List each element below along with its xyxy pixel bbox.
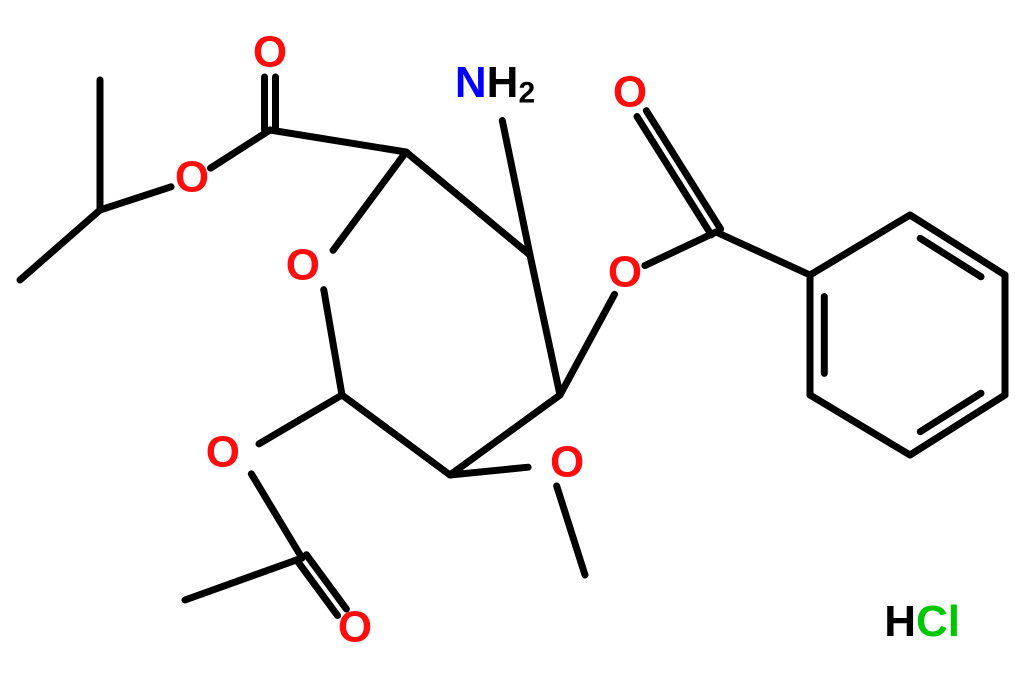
o6_dbl-label: O bbox=[253, 28, 287, 77]
o2-label: O bbox=[206, 428, 240, 477]
o_iso-label: O bbox=[175, 153, 209, 202]
hcl-label: HCl bbox=[884, 597, 960, 646]
o4-label: O bbox=[608, 248, 642, 297]
o_ring-label: O bbox=[286, 241, 320, 290]
o2_dbl-label: O bbox=[338, 603, 372, 652]
n-label: NH2 bbox=[455, 58, 535, 110]
molecule-diagram: O O O NH2 O O O O O HCl bbox=[0, 0, 1022, 682]
o3-label: O bbox=[550, 438, 584, 487]
o4_dbl-label: O bbox=[613, 68, 647, 117]
